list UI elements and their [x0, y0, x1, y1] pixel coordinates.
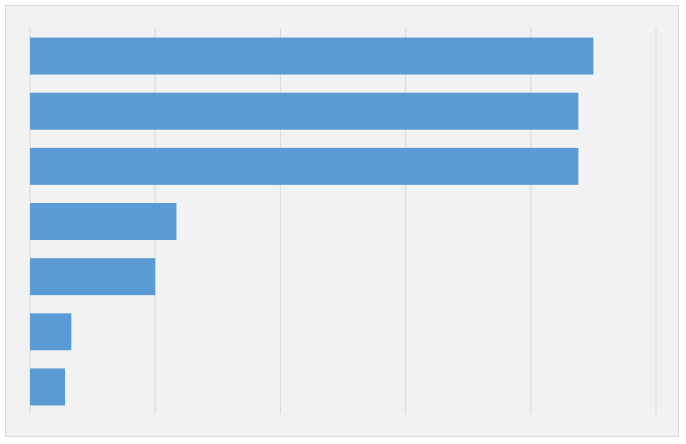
bar-2	[30, 92, 579, 130]
bar-3	[30, 147, 579, 185]
bar-4	[30, 203, 177, 240]
bar-5	[30, 258, 156, 296]
bar-6	[30, 313, 72, 351]
bar-1	[30, 37, 594, 75]
bar-7	[30, 368, 66, 406]
